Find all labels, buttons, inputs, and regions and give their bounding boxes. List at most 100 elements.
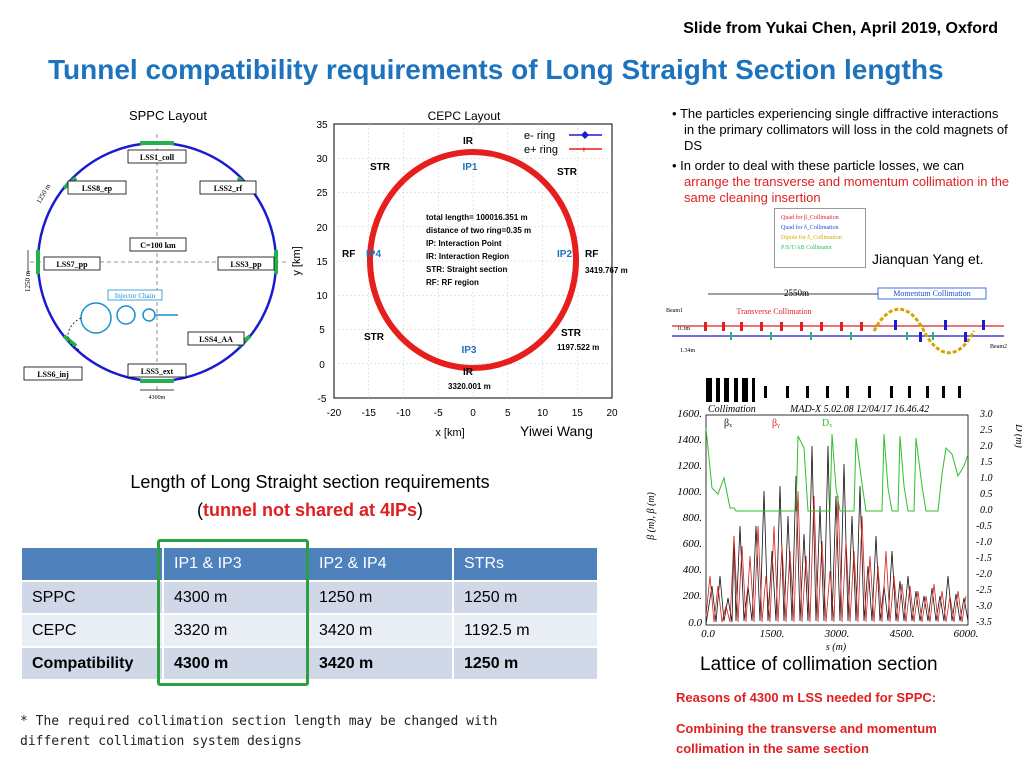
str-tl-label: STR	[370, 162, 391, 173]
lss1-label: LSS1_coll	[140, 153, 175, 162]
beta-x-label: βₓ	[724, 418, 732, 429]
info-line-4: IR: Interaction Region	[426, 252, 509, 261]
yl-tick-1400: 1400.	[677, 434, 702, 446]
beam1-label: Beam1	[666, 308, 683, 314]
cepc-legend: e- ring e+ ring +	[524, 130, 602, 156]
bullet-2-highlight: arrange the transverse and momentum coll…	[684, 174, 1010, 205]
table-header: IP2 & IP4	[307, 546, 454, 582]
x-tick-0: 0	[470, 408, 476, 419]
y-tick-5: 5	[319, 325, 325, 336]
momentum-label: Momentum Collimation	[893, 289, 971, 298]
dx-label: Dₓ	[822, 418, 832, 429]
x-tick-4500: 4500.	[890, 628, 915, 640]
table-cell: 3420 m	[307, 613, 454, 648]
legend-quad-delta: Quad for δ_Collimation	[781, 225, 839, 231]
x-tick-m5: -5	[434, 408, 443, 419]
legend-dipole: Dipole for δ_Collimation	[781, 235, 842, 241]
yiwei-credit: Yiwei Wang	[520, 423, 593, 439]
lattice-header-right: MAD-X 5.02.08 12/04/17 16.46.42	[789, 404, 929, 415]
y-tick-30: 30	[316, 154, 328, 165]
yl-tick-600: 600.	[683, 538, 702, 550]
yr-tick-1: 2.5	[980, 425, 993, 436]
yr-tick-0: 3.0	[979, 409, 993, 420]
gap-134: 1.34m	[680, 348, 696, 354]
str-bl-label: STR	[364, 332, 385, 343]
yl-tick-1000: 1000.	[677, 486, 702, 498]
compatibility-highlight-box	[157, 539, 309, 686]
lss3-label: LSS3_pp	[230, 260, 262, 269]
reasons-title: Reasons of 4300 m LSS needed for SPPC:	[676, 690, 937, 705]
lss8-label: LSS8_ep	[82, 184, 113, 193]
bullet-2: • In order to deal with these particle l…	[672, 158, 1010, 205]
transverse-label: Transverse Collimation	[736, 307, 811, 316]
x-tick-0: 0.0	[701, 628, 715, 640]
dim-4300: 4300m	[149, 395, 166, 401]
legend-e-plus: e+ ring	[524, 144, 558, 156]
gap-03: 0.3m	[678, 326, 691, 332]
yl-tick-0: 0.0	[688, 617, 702, 629]
table-header: STRs	[452, 546, 599, 582]
requirements-subheading: (tunnel not shared at 4IPs)	[196, 500, 424, 520]
lattice-ylabel-right: D (m)	[1013, 423, 1022, 448]
len-right-label: 3419.767 m	[585, 266, 628, 275]
yr-tick-2: 2.0	[980, 441, 993, 452]
table-row: SPPC 4300 m 1250 m 1250 m	[20, 580, 599, 615]
rf-right-label: RF	[585, 249, 598, 260]
footnote: * The required collimation section lengt…	[20, 712, 497, 752]
footnote-line-1: * The required collimation section lengt…	[20, 714, 498, 729]
yr-tick-9: -1.5	[976, 553, 992, 564]
jianquan-credit: Jianquan Yang et.	[872, 251, 984, 267]
str-br-label: STR	[561, 328, 582, 339]
x-tick-6000: 6000.	[954, 628, 979, 640]
table-cell: 1250 m	[452, 646, 599, 681]
requirements-heading: Length of Long Straight section requirem…	[130, 472, 490, 492]
beta-y-curve	[705, 490, 967, 623]
y-tick-10: 10	[316, 291, 328, 302]
yr-tick-12: -3.0	[976, 601, 992, 612]
lattice-ylabel-left: β (m), β (m)	[646, 491, 657, 540]
lattice-chart: Collimation MAD-X 5.02.08 12/04/17 16.46…	[646, 378, 1022, 653]
x-tick-m10: -10	[396, 408, 411, 419]
x-tick-5: 5	[505, 408, 511, 419]
table-cell: 3320 m	[162, 613, 309, 648]
table-row: Compatibility 4300 m 3420 m 1250 m	[20, 646, 599, 681]
table-cell: 4300 m	[162, 580, 309, 615]
collimation-bullets: • The particles experiencing single diff…	[672, 106, 1012, 210]
y-tick-15: 15	[316, 257, 328, 268]
x-tick-15: 15	[572, 408, 584, 419]
yl-tick-400: 400.	[683, 564, 702, 576]
table-header: IP1 & IP3	[162, 546, 309, 582]
table-cell: CEPC	[20, 613, 164, 648]
x-tick-m20: -20	[327, 408, 342, 419]
length-2550: 2550m	[784, 288, 809, 298]
ip3-label: IP3	[461, 345, 476, 356]
yr-tick-6: 0.0	[980, 505, 993, 516]
lattice-xlabel: s (m)	[826, 642, 847, 653]
ir-top-label: IR	[463, 136, 474, 147]
yr-tick-8: -1.0	[976, 537, 992, 548]
y-tick-25: 25	[316, 188, 328, 199]
y-tick-m5: -5	[318, 394, 327, 405]
table-cell: Compatibility	[20, 646, 164, 681]
collimation-legend: Quad for β_Collimation Quad for δ_Collim…	[774, 208, 866, 268]
lss4-label: LSS4_AA	[199, 335, 233, 344]
yl-tick-800: 800.	[683, 512, 702, 524]
svg-text:+: +	[581, 145, 587, 156]
ip1-label: IP1	[462, 162, 477, 173]
yl-tick-200: 200.	[683, 590, 702, 602]
dim-1250-left: 1250 m	[24, 270, 32, 292]
y-tick-20: 20	[316, 223, 328, 234]
info-line-3: IP: Interaction Point	[426, 239, 502, 248]
len-bottom-label: 3320.001 m	[448, 382, 491, 391]
table-row: CEPC 3320 m 3420 m 1192.5 m	[20, 613, 599, 648]
table-header	[20, 546, 164, 582]
footnote-line-2: different collimation system designs	[20, 734, 302, 749]
x-tick-3000: 3000.	[824, 628, 850, 640]
slide-title: Tunnel compatibility requirements of Lon…	[48, 54, 944, 85]
dim-1250-top: 1250 m	[35, 182, 53, 205]
cepc-title: CEPC Layout	[428, 109, 501, 123]
table-cell: SPPC	[20, 580, 164, 615]
x-tick-20: 20	[606, 408, 618, 419]
legend-quad-beta: Quad for β_Collimation	[781, 215, 839, 221]
yr-tick-3: 1.5	[980, 457, 993, 468]
